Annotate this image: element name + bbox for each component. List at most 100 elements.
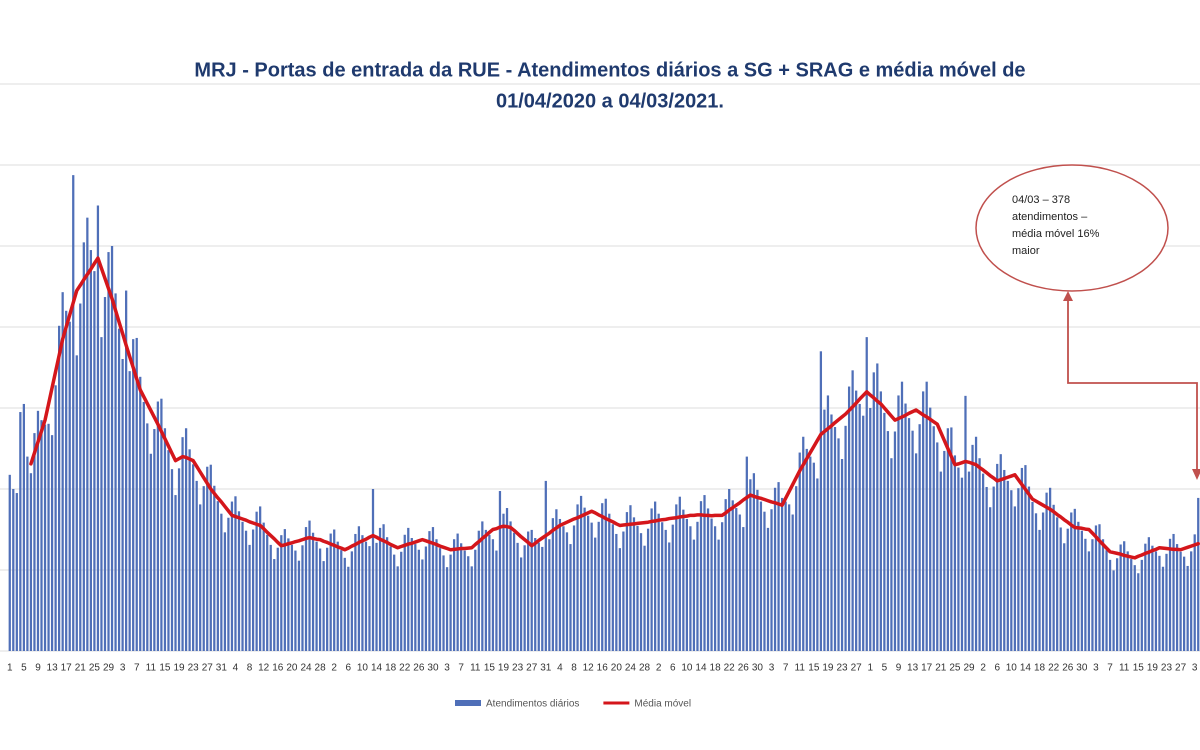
- bar: [287, 538, 290, 651]
- bar: [505, 508, 509, 651]
- bar: [139, 376, 142, 651]
- bar: [488, 534, 491, 651]
- bar: [8, 474, 11, 651]
- bar: [749, 479, 752, 651]
- x-tick-label: 2: [980, 663, 986, 674]
- x-tick-label: 3: [769, 663, 775, 674]
- bar: [812, 462, 815, 651]
- bar: [967, 471, 971, 651]
- bar: [826, 395, 830, 651]
- x-tick-label: 14: [371, 663, 383, 674]
- bar: [1017, 488, 1020, 651]
- bar: [107, 252, 110, 651]
- x-tick-label: 28: [315, 663, 327, 674]
- bar: [904, 403, 907, 651]
- bar: [876, 363, 879, 651]
- x-tick-label: 12: [583, 663, 595, 674]
- x-tick-label: 29: [963, 663, 975, 674]
- bar: [840, 459, 844, 651]
- x-tick-label: 8: [247, 663, 253, 674]
- bar: [79, 303, 82, 651]
- bar: [650, 508, 653, 651]
- bar: [1183, 556, 1186, 651]
- bar: [809, 456, 812, 651]
- bar: [534, 538, 537, 651]
- bar: [142, 401, 145, 651]
- bar: [40, 420, 43, 651]
- annotation: 04/03 – 378: [1012, 194, 1070, 206]
- bar: [1020, 467, 1024, 651]
- bar: [449, 554, 452, 651]
- bar: [326, 547, 329, 651]
- bar: [445, 567, 449, 651]
- bar: [1137, 573, 1140, 651]
- bar: [421, 559, 424, 651]
- legend-label: Média móvel: [634, 699, 691, 710]
- bar: [752, 473, 756, 651]
- bar: [177, 468, 181, 651]
- bar: [706, 508, 710, 651]
- legend-label: Atendimentos diários: [486, 699, 579, 710]
- x-tick-label: 31: [216, 663, 228, 674]
- bar: [29, 473, 33, 651]
- bar: [410, 538, 413, 651]
- bar: [664, 529, 667, 651]
- bar: [357, 526, 361, 651]
- bar: [491, 539, 495, 651]
- bar: [280, 535, 283, 651]
- x-tick-label: 1: [7, 663, 13, 674]
- bar: [385, 537, 389, 651]
- bar: [435, 539, 438, 651]
- bar: [61, 292, 64, 651]
- annotation-ellipse: [975, 164, 1169, 292]
- x-tick-label: 29: [103, 663, 115, 674]
- bar: [872, 372, 875, 651]
- x-tick-label: 23: [188, 663, 200, 674]
- bar: [1130, 559, 1133, 651]
- bar: [241, 521, 244, 651]
- x-tick-label: 26: [413, 663, 425, 674]
- x-tick-label: 13: [47, 663, 59, 674]
- x-axis: 1 5 9 13 17 21 25 29 3 7 11 15 19 23 27 31 4 8 12 16 20 24 28 2…: [7, 663, 1198, 674]
- x-tick-label: 27: [851, 663, 863, 674]
- bar: [1024, 465, 1027, 651]
- bar: [368, 546, 371, 651]
- bar: [442, 555, 445, 651]
- x-tick-label: 13: [907, 663, 919, 674]
- x-tick-label: 15: [159, 663, 171, 674]
- bar: [594, 537, 597, 651]
- bar: [269, 544, 272, 651]
- bar: [502, 513, 505, 651]
- x-tick-label: 10: [1006, 663, 1018, 674]
- bar: [237, 511, 241, 651]
- bar: [918, 424, 921, 651]
- bar: [135, 337, 138, 651]
- bar: [117, 328, 121, 651]
- bar: [54, 385, 57, 651]
- x-tick-label: 26: [738, 663, 750, 674]
- bar: [731, 500, 734, 651]
- x-tick-label: 6: [994, 663, 1000, 674]
- bar: [82, 242, 85, 652]
- bar: [1048, 487, 1052, 651]
- moving-average-line: [29, 256, 1200, 560]
- x-tick-label: 19: [822, 663, 834, 674]
- bar: [1087, 551, 1091, 651]
- bar: [541, 546, 544, 651]
- bar: [795, 486, 798, 651]
- bar: [696, 521, 699, 651]
- bar: [315, 541, 318, 651]
- bar: [33, 433, 36, 651]
- x-tick-label: 6: [346, 663, 352, 674]
- bar: [223, 532, 227, 651]
- bar: [167, 450, 170, 651]
- bar: [438, 548, 442, 651]
- x-tick-label: 11: [795, 663, 806, 674]
- bar: [276, 547, 279, 651]
- bar: [964, 395, 967, 651]
- x-tick-label: 25: [949, 663, 961, 674]
- bar: [855, 390, 858, 651]
- x-tick-label: 2: [656, 663, 662, 674]
